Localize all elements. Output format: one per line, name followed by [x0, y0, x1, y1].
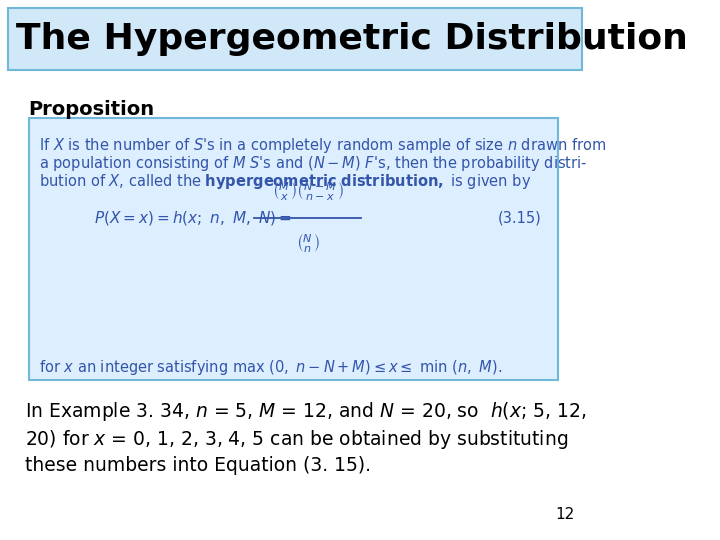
Text: these numbers into Equation (3. 15).: these numbers into Equation (3. 15). — [24, 456, 371, 475]
FancyBboxPatch shape — [8, 8, 582, 70]
Text: If $X$ is the number of $S$'s in a completely random sample of size $n$ drawn fr: If $X$ is the number of $S$'s in a compl… — [39, 136, 606, 155]
Text: The Hypergeometric Distribution: The Hypergeometric Distribution — [17, 22, 688, 56]
Text: (3.15): (3.15) — [498, 211, 541, 226]
Text: Proposition: Proposition — [29, 100, 155, 119]
Text: 12: 12 — [555, 507, 575, 522]
Text: $\binom{M}{x}\binom{N-M}{n-x}$: $\binom{M}{x}\binom{N-M}{n-x}$ — [271, 181, 343, 204]
Text: for $x$ an integer satisfying max $(0,\ n - N + M) \leq x \leq$ min $(n,\ M)$.: for $x$ an integer satisfying max $(0,\ … — [39, 358, 502, 377]
Text: $\binom{N}{n}$: $\binom{N}{n}$ — [296, 233, 320, 255]
Text: In Example 3. 34, $n$ = 5, $M$ = 12, and $N$ = 20, so  $h$($x$; 5, 12,: In Example 3. 34, $n$ = 5, $M$ = 12, and… — [24, 400, 586, 423]
Text: bution of $X$, called the $\bf{hypergeometric\ distribution,}$ is given by: bution of $X$, called the $\bf{hypergeom… — [39, 172, 531, 191]
Text: $P(X = x) = h(x;\ n,\ M,\ N) = $: $P(X = x) = h(x;\ n,\ M,\ N) = $ — [94, 209, 292, 227]
FancyBboxPatch shape — [29, 118, 558, 380]
Text: a population consisting of $M$ $S$'s and $(N - M)$ $F$'s, then the probability d: a population consisting of $M$ $S$'s and… — [39, 154, 587, 173]
Text: 20) for $x$ = 0, 1, 2, 3, 4, 5 can be obtained by substituting: 20) for $x$ = 0, 1, 2, 3, 4, 5 can be ob… — [24, 428, 568, 451]
